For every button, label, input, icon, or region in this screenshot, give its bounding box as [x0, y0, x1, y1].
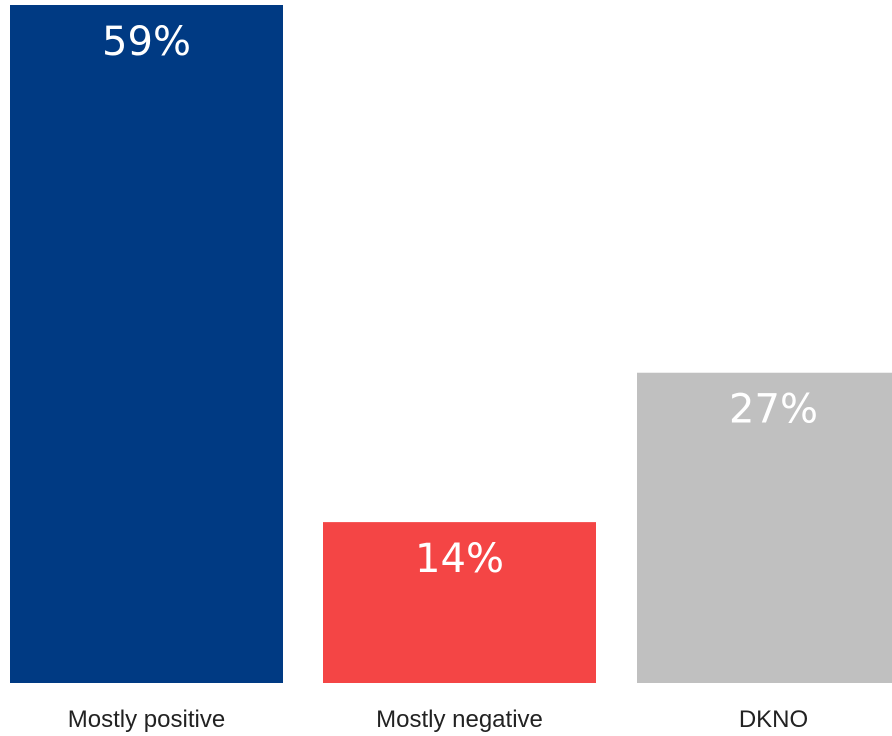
value-label-0: 59% [102, 19, 191, 65]
value-label-1: 14% [415, 536, 504, 582]
category-labels-group: Mostly positive Mostly negative DKNO [68, 706, 808, 733]
category-label-1: Mostly negative [376, 706, 543, 733]
bar-2 [637, 372, 892, 683]
category-label-2: DKNO [739, 706, 808, 733]
value-label-2: 27% [729, 387, 818, 433]
bars-group [10, 5, 892, 683]
bar-1 [323, 522, 596, 683]
bar-0 [10, 5, 283, 683]
value-labels-group: 59% 14% 27% [102, 19, 818, 582]
category-label-0: Mostly positive [68, 706, 225, 733]
